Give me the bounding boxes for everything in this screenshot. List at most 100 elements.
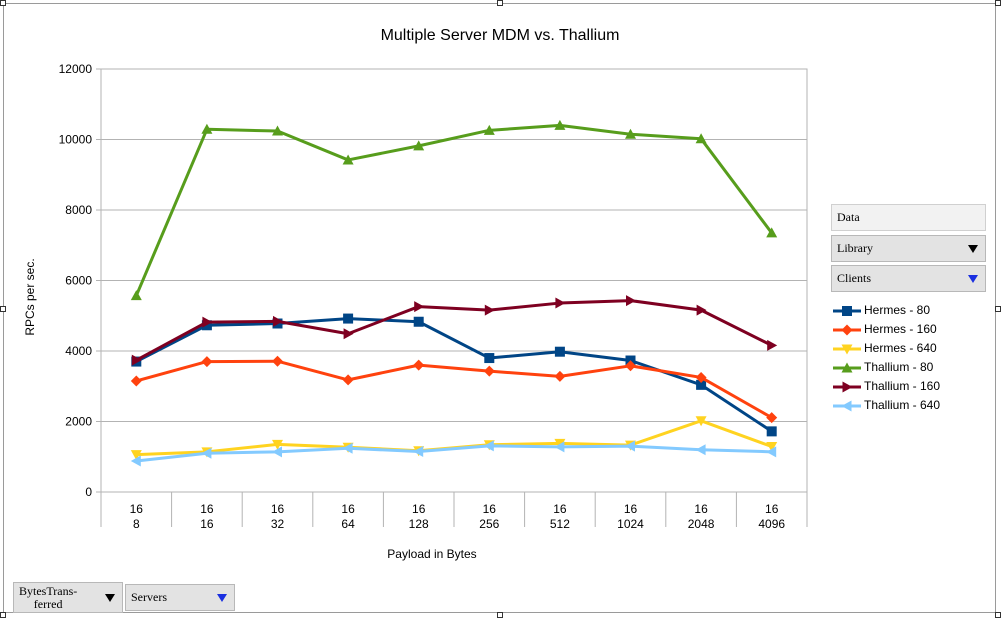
bytes-transferred-field-dropdown[interactable]: BytesTrans- ferred [13, 582, 123, 613]
x-tick-label: 8 [133, 517, 140, 531]
resize-handle-top[interactable] [497, 0, 503, 6]
chevron-down-icon [968, 244, 978, 253]
x-axis-label: Payload in Bytes [387, 547, 476, 561]
data-point [625, 440, 635, 452]
legend-marker [841, 324, 853, 336]
data-point [483, 365, 495, 377]
y-tick-label: 10000 [59, 133, 93, 147]
legend-symbol [833, 362, 861, 373]
series-group [130, 355, 778, 424]
y-tick-label: 2000 [65, 415, 92, 429]
chevron-down-icon [105, 593, 115, 602]
y-tick-label: 0 [85, 485, 92, 499]
legend-label: Hermes - 80 [864, 303, 931, 317]
data-point [554, 441, 565, 453]
y-axis-label: RPCs per sec. [23, 258, 37, 335]
data-point [413, 445, 424, 457]
legend-label: Thallium - 640 [864, 398, 941, 412]
x-tick-label: 1024 [617, 517, 644, 531]
clients-field-label: Clients [837, 271, 872, 285]
data-point [201, 356, 213, 368]
data-point [555, 297, 566, 309]
x-tick-label: 32 [271, 517, 285, 531]
data-point [201, 320, 212, 331]
data-point [201, 447, 212, 459]
data-point [554, 370, 566, 382]
data-point [766, 426, 777, 437]
x-tick-label: 16 [130, 502, 144, 516]
x-tick-label: 512 [550, 517, 570, 531]
data-point [695, 416, 707, 427]
data-point [767, 339, 778, 351]
series-group [131, 295, 778, 366]
data-point [272, 355, 283, 367]
x-tick-label: 16 [694, 502, 708, 516]
data-point [695, 371, 707, 383]
x-tick-label: 16 [200, 502, 214, 516]
series-group [130, 119, 778, 301]
y-tick-label: 6000 [65, 274, 92, 288]
resize-handle-left[interactable] [0, 306, 6, 312]
servers-field-label: Servers [131, 590, 167, 604]
y-tick-label: 12000 [59, 62, 93, 76]
x-tick-label: 128 [409, 517, 429, 531]
data-point [130, 290, 142, 301]
x-tick-label: 64 [341, 517, 355, 531]
clients-field-dropdown[interactable]: Clients [831, 265, 986, 292]
data-point [626, 295, 636, 307]
series-line [135, 359, 773, 419]
data-field-button[interactable]: Data [831, 204, 986, 231]
library-field-dropdown[interactable]: Library [831, 235, 986, 262]
data-point [484, 304, 495, 316]
data-point [696, 304, 707, 316]
x-tick-label: 16 [341, 502, 355, 516]
series-line [135, 317, 773, 433]
series-lines [130, 119, 778, 467]
data-point [272, 446, 282, 458]
data-point [695, 133, 707, 144]
data-point [766, 412, 778, 424]
legend-marker [841, 362, 853, 373]
legend-symbol [833, 324, 861, 336]
chart-title: Multiple Server MDM vs. Thallium [381, 27, 620, 44]
data-point [413, 140, 425, 151]
legend-label: Thallium - 80 [864, 360, 934, 374]
servers-field-dropdown[interactable]: Servers [125, 584, 235, 611]
data-point [343, 313, 354, 324]
filter-arrow-icon [968, 274, 978, 283]
data-point [695, 444, 706, 456]
legend-symbol [833, 344, 861, 355]
data-point [342, 154, 354, 165]
y-tick-label: 4000 [65, 344, 92, 358]
x-tick-label: 16 [553, 502, 567, 516]
data-point [130, 375, 142, 387]
x-tick-label: 16 [765, 502, 779, 516]
data-point [272, 125, 283, 136]
data-point [131, 354, 142, 366]
data-point [130, 450, 142, 461]
library-field-label: Library [837, 241, 873, 255]
legend-symbol [833, 306, 861, 316]
legend-marker [841, 344, 853, 355]
data-point [342, 442, 353, 454]
data-point [342, 374, 354, 386]
filter-arrow-icon [217, 593, 227, 602]
resize-handle-top-left[interactable] [0, 0, 6, 6]
data-point [272, 439, 283, 450]
x-tick-label: 16 [624, 502, 638, 516]
data-point [766, 442, 778, 453]
series-line [135, 299, 773, 362]
x-tick-label: 2048 [688, 517, 715, 531]
x-tick-label: 16 [200, 517, 214, 531]
series-line [134, 123, 773, 297]
legend-label: Thallium - 160 [864, 379, 941, 393]
x-tick-label: 16 [412, 502, 426, 516]
data-point [201, 123, 213, 134]
legend-label: Hermes - 640 [864, 341, 937, 355]
data-point [202, 316, 213, 328]
data-point [554, 346, 565, 357]
data-point [696, 379, 707, 390]
data-point [414, 301, 425, 313]
data-point [483, 440, 494, 452]
